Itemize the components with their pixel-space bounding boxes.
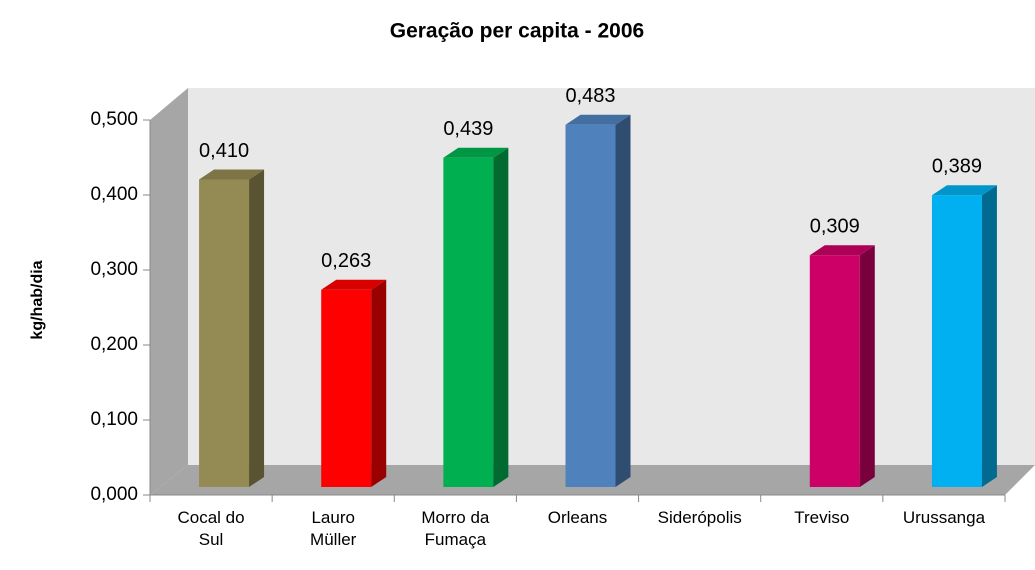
y-tick-label: 0,100 — [90, 409, 138, 430]
bar — [809, 245, 875, 487]
value-label: 0,309 — [810, 216, 860, 238]
x-tick-label: Morro da Fumaça — [421, 508, 490, 549]
x-tick-label: Siderópolis — [657, 508, 742, 527]
bar-side — [859, 245, 875, 487]
bar-front — [321, 289, 372, 487]
x-tick-label: Cocal do Sul — [177, 508, 245, 549]
bar — [565, 114, 631, 487]
x-tick-label: Orleans — [547, 508, 608, 527]
y-tick-label: 0,300 — [90, 259, 138, 280]
bar-side — [493, 147, 509, 487]
y-tick-label: 0,000 — [90, 484, 138, 505]
bar-side — [981, 185, 997, 487]
bar — [199, 169, 265, 487]
bar-top — [931, 185, 997, 196]
value-label: 0,439 — [443, 118, 493, 140]
bar-side — [615, 114, 631, 487]
bar-front — [809, 255, 860, 487]
bar-front — [443, 157, 494, 487]
y-tick-label: 0,400 — [90, 184, 138, 205]
side-wall — [150, 88, 188, 495]
chart-title: Geração per capita - 2006 — [390, 20, 644, 43]
y-axis-label: kg/hab/dia — [29, 260, 46, 339]
bar-front — [931, 195, 982, 487]
bar-side — [249, 169, 265, 487]
bar-top — [565, 114, 631, 125]
x-tick-label: Treviso — [794, 508, 850, 527]
bar-front — [199, 179, 250, 487]
value-label: 0,483 — [565, 85, 615, 107]
bar-top — [321, 279, 387, 290]
value-label: 0,410 — [199, 140, 249, 162]
x-tick-label: Lauro Müller — [310, 508, 357, 549]
y-tick-label: 0,500 — [90, 109, 138, 130]
y-tick-label: 0,200 — [90, 334, 138, 355]
bar — [443, 147, 509, 487]
bar-front — [565, 124, 616, 487]
bar — [321, 279, 387, 487]
bar — [931, 185, 997, 487]
bar-top — [199, 169, 265, 180]
value-label: 0,389 — [932, 156, 982, 178]
bar-top — [443, 147, 509, 158]
bar-top — [809, 245, 875, 256]
x-tick-label: Urussanga — [902, 508, 986, 527]
value-label: 0,263 — [321, 250, 371, 272]
bar-side — [371, 279, 387, 487]
